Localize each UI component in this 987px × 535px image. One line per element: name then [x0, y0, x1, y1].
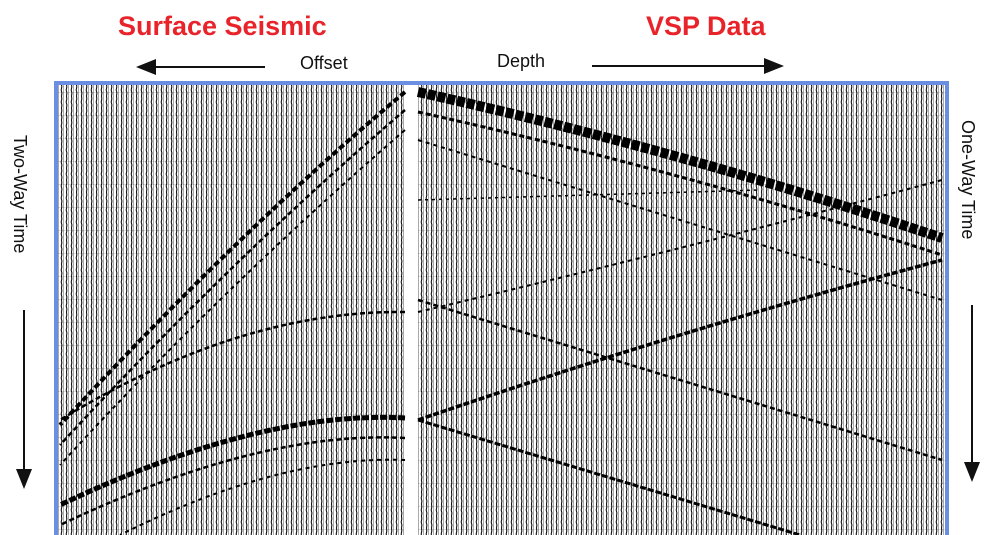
two-way-time: Two-Way Time: [10, 135, 30, 253]
right-events: [416, 87, 944, 535]
panel-frame: [54, 81, 949, 535]
left-title: Surface Seismic: [118, 11, 327, 41]
right-title: VSP Data: [646, 11, 767, 41]
gap: [404, 84, 418, 535]
one-way-time: One-Way Time: [958, 120, 978, 239]
offset-label: Offset: [300, 53, 348, 73]
left-events: [58, 90, 407, 535]
seismic-panel: [54, 81, 949, 535]
depth-label: Depth: [497, 51, 545, 71]
timing-lines: [57, 84, 946, 535]
